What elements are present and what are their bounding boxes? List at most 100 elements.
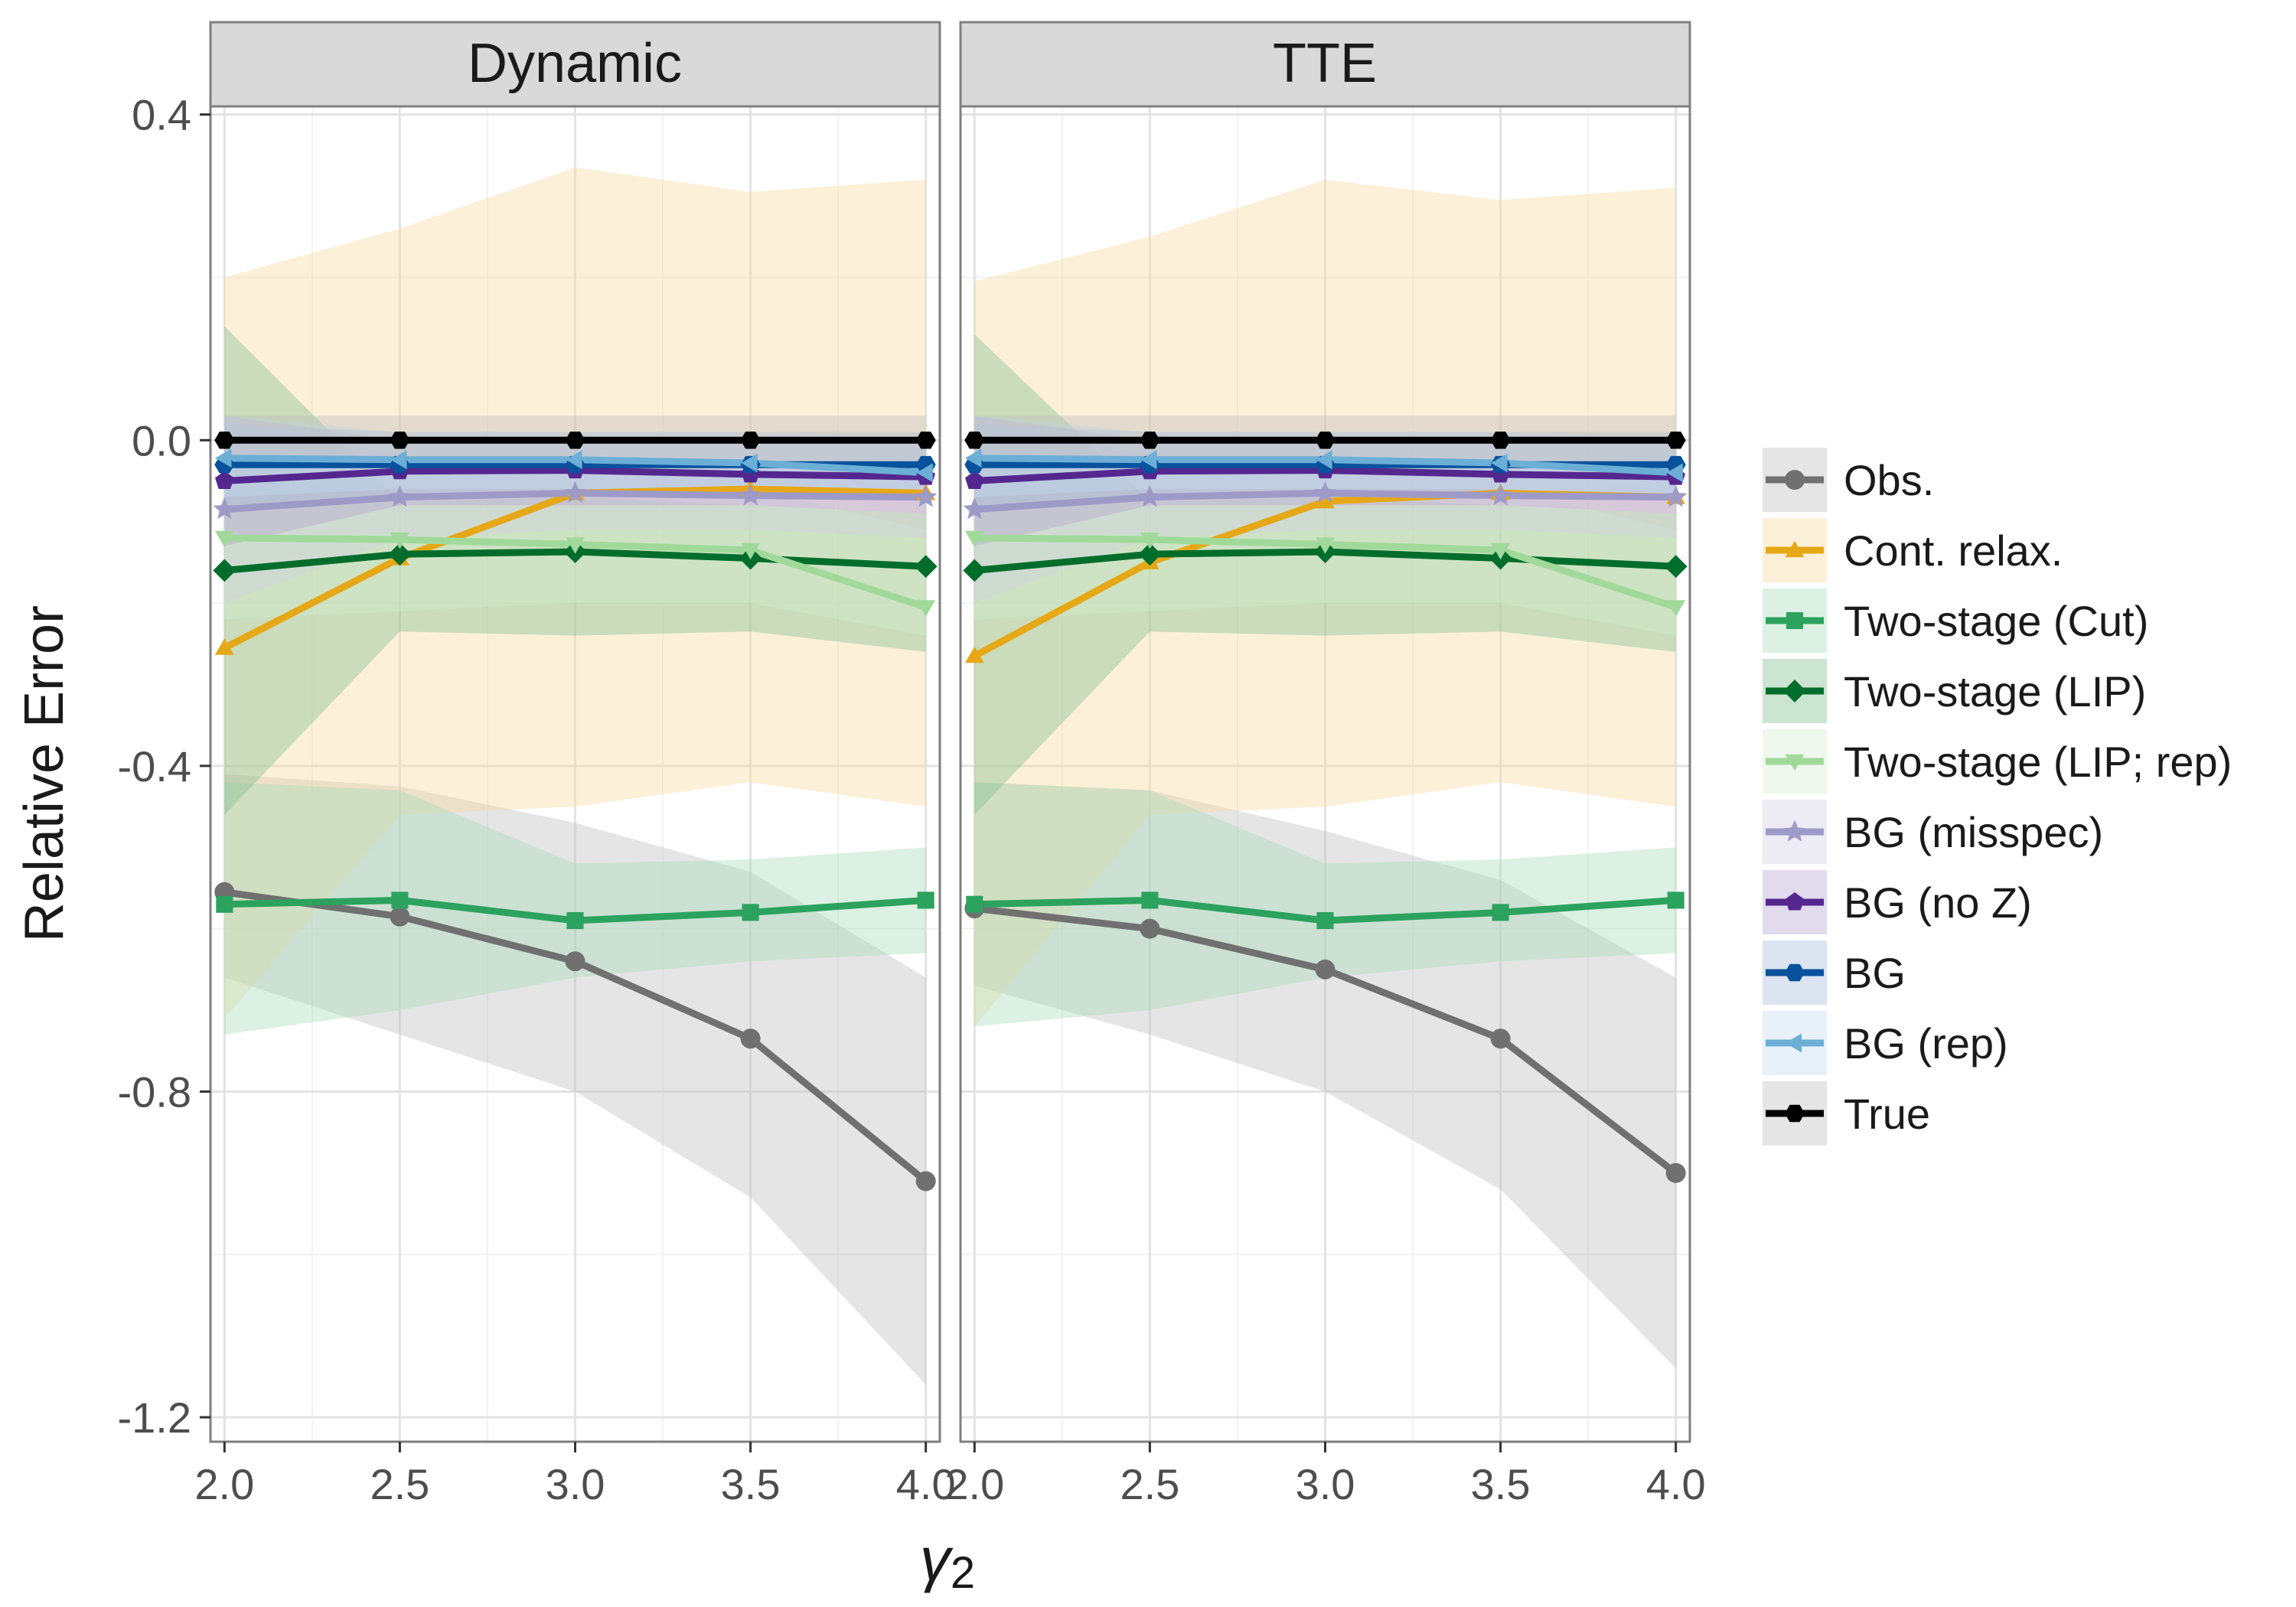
point-bg-rep — [566, 450, 582, 470]
point-bg-rep — [390, 450, 407, 470]
point-bg-no-z — [215, 471, 234, 489]
y-axis-label: Relative Error — [14, 605, 75, 942]
legend-item-two-stage-lip: Two-stage (LIP) — [1763, 659, 2146, 723]
legend-label: Cont. relax. — [1844, 526, 2063, 575]
legend-label: Two-stage (LIP; rep) — [1844, 738, 2232, 786]
legend-key-marker — [1786, 611, 1804, 630]
point-two-stage-lip — [388, 543, 412, 566]
point-two-stage-lip — [963, 559, 987, 582]
point-two-stage-lip-rep — [214, 530, 234, 548]
x-tick-label: 4.0 — [896, 1460, 956, 1508]
point-true — [390, 432, 410, 449]
point-two-stage-lip-rep — [741, 543, 760, 560]
panel-tte: TTE — [959, 21, 1691, 1443]
point-two-stage-cut — [1492, 904, 1509, 921]
legend-key-marker — [1785, 892, 1805, 911]
x-tick-label: 2.0 — [194, 1460, 254, 1508]
y-tick-label: -0.4 — [118, 742, 192, 790]
point-obs — [390, 906, 410, 927]
x-axis-tte: 2.0 2.5 3.0 3.5 4.0 — [944, 1442, 1706, 1508]
point-cont-relax — [214, 638, 234, 655]
point-true — [214, 432, 235, 449]
point-two-stage-cut — [1316, 911, 1334, 930]
point-bg-misspec — [963, 497, 987, 520]
legend-label: BG (rep) — [1844, 1019, 2008, 1068]
point-cont-relax — [964, 646, 984, 663]
point-true — [964, 432, 985, 449]
point-bg-misspec — [213, 497, 236, 520]
legend-label: BG (misspec) — [1844, 808, 2103, 856]
point-bg-misspec — [739, 484, 762, 506]
point-two-stage-lip-rep — [1316, 537, 1335, 554]
legend-label: True — [1844, 1090, 1930, 1138]
point-bg-no-z — [965, 471, 984, 489]
x-tick-label: 4.0 — [1646, 1460, 1706, 1508]
legend-item-bg-no-z: BG (no Z) — [1763, 870, 2032, 934]
legend-label: BG — [1844, 949, 1906, 997]
point-cont-relax — [1316, 491, 1335, 509]
legend-key-marker — [1785, 963, 1805, 982]
band-cont-relax — [224, 167, 926, 1019]
point-obs — [1140, 918, 1160, 939]
point-true — [740, 432, 761, 449]
legend-item-true: True — [1763, 1081, 1930, 1146]
x-tick-label: 2.5 — [1120, 1460, 1179, 1508]
legend-key-marker — [1785, 470, 1805, 490]
point-two-stage-lip — [213, 559, 236, 582]
legend-label: Two-stage (LIP) — [1844, 667, 2146, 715]
point-true — [565, 432, 585, 449]
point-obs — [915, 1171, 936, 1191]
point-obs — [740, 1028, 761, 1049]
point-true — [915, 432, 936, 449]
legend-item-obs: Obs. — [1763, 448, 1934, 512]
point-bg-rep — [1491, 453, 1508, 473]
point-bg-misspec — [1664, 485, 1688, 507]
y-tick-label: -1.2 — [118, 1393, 192, 1442]
point-two-stage-cut — [742, 904, 759, 921]
legend-key-marker — [1785, 1104, 1805, 1123]
legend-item-cont-relax: Cont. relax. — [1763, 518, 2063, 582]
legend-key-marker — [1785, 1033, 1802, 1053]
point-bg-rep — [1140, 450, 1157, 470]
x-tick-label: 2.0 — [944, 1460, 1004, 1508]
point-bg-misspec — [1138, 485, 1162, 507]
point-two-stage-cut — [391, 892, 409, 909]
x-axis-label: γ2 — [920, 1525, 975, 1598]
panel-title-dynamic: Dynamic — [468, 33, 682, 94]
x-tick-label: 3.5 — [721, 1460, 781, 1508]
panel-dynamic: Dynamic — [209, 21, 941, 1443]
panel-title-tte: TTE — [1273, 33, 1377, 94]
point-two-stage-lip — [914, 555, 938, 579]
x-axis-dynamic: 2.0 2.5 3.0 3.5 4.0 — [194, 1442, 956, 1508]
point-bg-rep — [1666, 463, 1683, 483]
band-two-stage-lip — [974, 334, 1676, 815]
legend-key-marker — [1783, 680, 1806, 702]
legend-item-bg-rep: BG (rep) — [1763, 1011, 2008, 1075]
point-bg-misspec — [914, 485, 938, 507]
point-bg-misspec — [1313, 481, 1337, 503]
point-bg-rep — [215, 448, 232, 468]
markers-tte — [963, 432, 1688, 1183]
x-tick-label: 3.0 — [546, 1460, 605, 1508]
band-two-stage-cut — [974, 782, 1676, 1027]
point-bg-misspec — [563, 481, 587, 503]
legend-key-marker — [1783, 820, 1806, 842]
point-bg-rep — [916, 463, 933, 483]
point-bg-rep — [1316, 450, 1332, 470]
y-tick-label: 0.0 — [132, 416, 191, 464]
legend-item-bg-misspec: BG (misspec) — [1763, 800, 2103, 864]
strip-dynamic — [209, 21, 941, 108]
gridlines-dynamic — [210, 106, 940, 1442]
point-bg-misspec — [388, 485, 412, 507]
point-obs — [565, 951, 585, 972]
legend-item-bg: BG — [1763, 940, 1906, 1005]
point-obs — [1665, 1162, 1686, 1183]
point-true — [1490, 432, 1511, 449]
point-two-stage-lip — [1138, 543, 1162, 566]
legend-item-two-stage-cut: Two-stage (Cut) — [1763, 588, 2148, 653]
point-two-stage-cut — [1667, 892, 1684, 909]
legend-label: BG (no Z) — [1844, 878, 2032, 927]
point-bg-misspec — [1489, 484, 1512, 506]
band-obs — [224, 774, 926, 1385]
